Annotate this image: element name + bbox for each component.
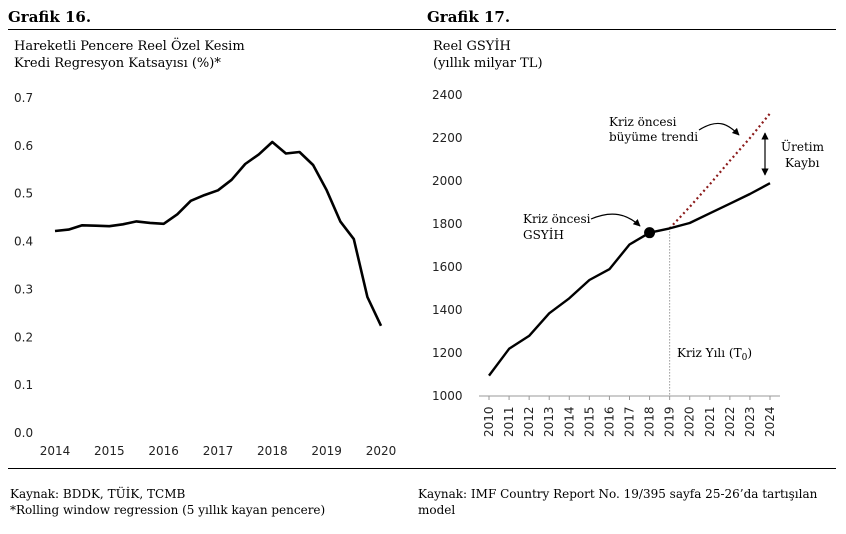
gdp-annotation-line2: GSYİH [523,227,564,242]
loss-annotation-line1: Üretim [781,138,825,154]
right-y-tick-label: 1000 [432,389,463,403]
right-y-tick-label: 1800 [432,217,463,231]
right-x-tick-label: 2016 [602,406,616,437]
right-x-tick-label: 2013 [542,406,556,437]
left-chart: 0.00.10.20.30.40.50.60.7 2014 2015 2016 201… [14,91,397,458]
crisis-year-label-suffix: ) [747,346,752,360]
right-x-tick-label: 2011 [502,406,516,437]
left-x-tick-label: 2016 [148,444,179,458]
left-y-tick-label: 0.7 [14,91,33,105]
loss-annotation-line2: Kaybı [785,156,820,170]
left-y-tick-label: 0.5 [14,187,33,201]
right-y-tick-label: 1200 [432,346,463,360]
right-source-line2: model [418,503,456,517]
right-chart-subtitle: Reel GSYİH (yıllık milyar TL) [433,38,543,72]
right-source-line1: Kaynak: IMF Country Report No. 19/395 sa… [418,487,818,501]
crisis-year-label-prefix: Kriz Yılı (T [677,346,742,360]
right-y-tick-label: 2000 [432,174,463,188]
right-chart-heading: Grafik 17. [427,8,511,26]
right-x-tick-label: 2019 [663,406,677,437]
right-y-tick-label: 2200 [432,131,463,145]
right-x-tick-label: 2012 [522,406,536,437]
left-chart-subtitle: Hareketli Pencere Reel Özel Kesim Kredi … [14,38,245,72]
right-x-tick-label: 2018 [643,406,657,437]
right-x-tick-label: 2014 [562,406,576,437]
right-source-note: Kaynak: IMF Country Report No. 19/395 sa… [418,486,817,518]
right-subtitle-line2: (yıllık milyar TL) [433,56,543,71]
left-x-tick-label: 2018 [257,444,288,458]
trend-annotation-arrow [698,122,740,136]
right-y-tick-label: 2400 [432,88,463,102]
pre-crisis-trend-line [668,112,771,230]
right-y-tick-label: 1400 [432,303,463,317]
trend-annotation-line1: Kriz öncesi [609,115,677,129]
right-x-tick-label: 2023 [743,406,757,437]
right-x-tick-label: 2010 [482,406,496,437]
pre-crisis-gdp-marker [644,227,656,239]
trend-annotation-line2: büyüme trendi [609,130,698,144]
top-divider [8,29,836,30]
right-x-tick-label: 2020 [683,406,697,437]
left-series-line [54,140,383,327]
left-y-tick-label: 0.0 [14,426,33,440]
right-x-tick-label: 2017 [623,406,637,437]
left-x-tick-label: 2020 [366,444,397,458]
right-x-axis: 2010 2011 2012 2013 2014 2015 2016 2017 2018 2019… [482,396,777,437]
right-x-tick-label: 2021 [703,406,717,437]
left-y-tick-label: 0.4 [14,235,33,249]
right-y-axis: 1000 1200 1400 1600 1800 2000 2200 2400 [432,88,463,403]
left-y-tick-label: 0.2 [14,330,33,344]
right-subtitle-line1: Reel GSYİH [433,39,511,54]
left-subtitle-line2: Kredi Regresyon Katsayısı (%)* [14,56,221,71]
left-x-tick-label: 2014 [40,444,71,458]
left-y-tick-label: 0.6 [14,139,33,153]
real-gdp-line [488,182,771,377]
left-x-tick-label: 2019 [311,444,342,458]
right-x-tick-label: 2015 [582,406,596,437]
gdp-annotation-line1: Kriz öncesi [523,212,591,226]
left-source-note: Kaynak: BDDK, TÜİK, TCMB *Rolling window… [10,486,325,518]
right-y-tick-label: 1600 [432,260,463,274]
crisis-year-label: Kriz Yılı (T0) [677,346,752,363]
right-x-tick-label: 2024 [763,406,777,437]
right-x-tick-label: 2022 [723,406,737,437]
bottom-divider [8,468,836,469]
left-y-axis: 0.0 0.1 0.2 0.3 0.4 0.5 0.6 0.7 [14,91,33,440]
left-y-tick-label: 0.1 [14,378,33,392]
crisis-year-label-sub: 0 [742,353,748,363]
left-source-line1: Kaynak: BDDK, TÜİK, TCMB [10,487,186,501]
left-x-axis: 2014 2015 2016 2017 2018 2019 2020 [40,444,397,458]
left-source-line2: *Rolling window regression (5 yıllık kay… [10,503,326,517]
left-x-tick-label: 2017 [203,444,234,458]
left-x-tick-label: 2015 [94,444,125,458]
left-chart-heading: Grafik 16. [8,8,92,26]
left-subtitle-line1: Hareketli Pencere Reel Özel Kesim [14,39,245,54]
left-y-tick-label: 0.3 [14,282,33,296]
gdp-annotation-arrow [590,213,641,227]
